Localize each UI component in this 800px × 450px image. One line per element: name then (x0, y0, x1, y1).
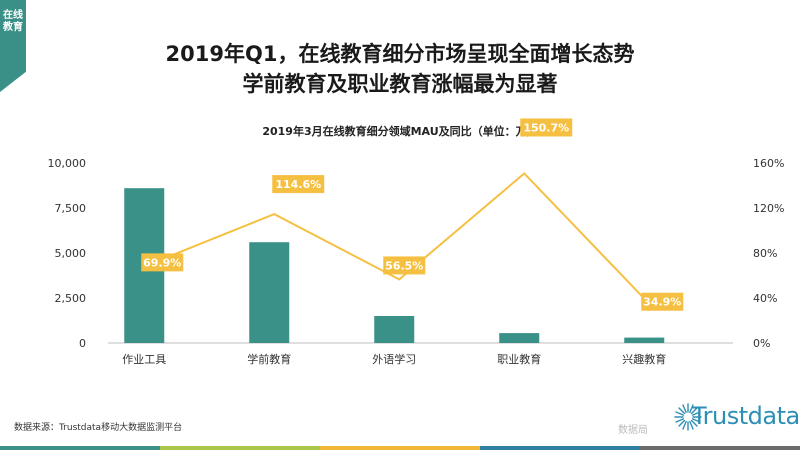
data-label: 150.7% (523, 121, 569, 134)
y-right-tick-label: 120% (753, 202, 784, 215)
category-tag-text: 在线教育 (3, 10, 23, 33)
y-left-tick-label: 5,000 (55, 247, 87, 260)
y-left-tick-label: 0 (79, 337, 86, 350)
bottom-bar-segment (0, 446, 160, 450)
data-label-bg (383, 256, 426, 275)
data-label-bg (272, 175, 325, 194)
x-tick-label: 作业工具 (122, 353, 166, 366)
data-label-bg (641, 292, 684, 311)
bar (249, 242, 290, 343)
x-tick-label: 兴趣教育 (622, 352, 666, 366)
y-right-tick-label: 160% (753, 157, 784, 170)
data-label: 69.9% (143, 256, 181, 269)
x-tick-label: 职业教育 (497, 352, 541, 366)
bottom-color-bar (0, 446, 800, 450)
trustdata-logo-icon (674, 403, 702, 431)
logo-text: Trustdata (692, 402, 800, 430)
bar (374, 316, 415, 343)
page-title: 2019年Q1，在线教育细分市场呈现全面增长态势 (165, 42, 635, 66)
page-subtitle: 学前教育及职业教育涨幅最为显著 (242, 72, 558, 96)
y-right-tick-label: 0% (753, 337, 770, 350)
y-left-tick-label: 10,000 (48, 157, 87, 170)
data-label-bg (520, 118, 573, 137)
bottom-bar-segment (480, 446, 640, 450)
y-left-tick-label: 7,500 (55, 202, 87, 215)
y-right-tick-label: 40% (753, 292, 777, 305)
watermark: 数据局 (618, 425, 648, 436)
growth-line (148, 172, 650, 305)
bar (624, 337, 665, 343)
bottom-bar-segment (320, 446, 480, 450)
chart-title: 2019年3月在线教育细分领域MAU及同比（单位：万） (262, 125, 538, 138)
data-label-bg (141, 253, 184, 272)
data-label: 114.6% (275, 178, 321, 191)
bottom-bar-segment (160, 446, 320, 450)
y-left-tick-label: 2,500 (55, 292, 87, 305)
data-label: 56.5% (385, 259, 423, 272)
x-tick-label: 学前教育 (247, 352, 291, 366)
data-label: 34.9% (643, 296, 681, 309)
x-tick-label: 外语学习 (372, 352, 416, 366)
category-tag: 在线教育 (0, 0, 26, 92)
source-note: 数据来源：Trustdata移动大数据监测平台 (14, 423, 183, 433)
bar (499, 333, 540, 343)
bottom-bar-segment (640, 446, 800, 450)
y-right-tick-label: 80% (753, 247, 777, 260)
